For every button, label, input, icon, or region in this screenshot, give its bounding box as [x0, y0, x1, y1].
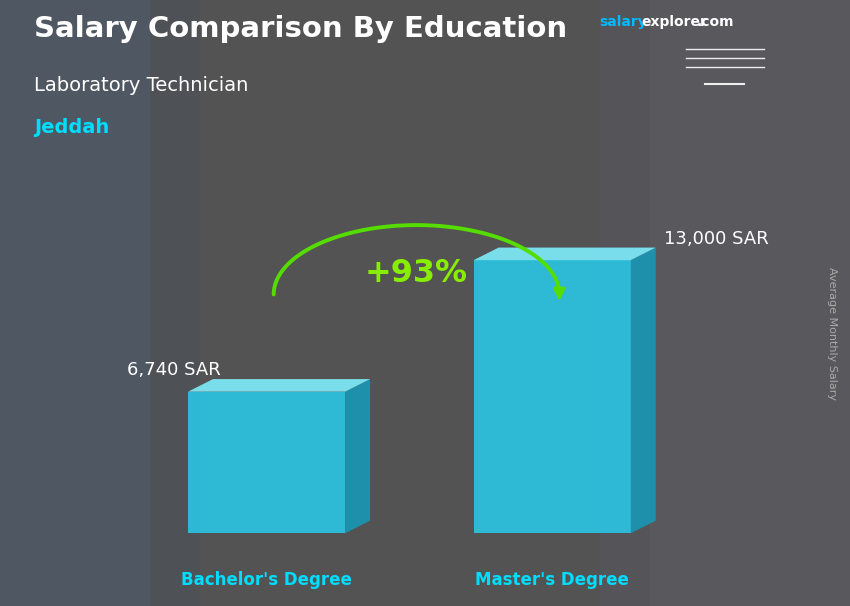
Text: 13,000 SAR: 13,000 SAR	[664, 230, 768, 248]
Polygon shape	[473, 260, 631, 533]
Text: Bachelor's Degree: Bachelor's Degree	[181, 571, 352, 589]
Text: salary: salary	[599, 15, 647, 29]
Text: Master's Degree: Master's Degree	[475, 571, 629, 589]
Polygon shape	[188, 379, 370, 391]
Text: Laboratory Technician: Laboratory Technician	[34, 76, 248, 95]
Bar	[600, 0, 850, 606]
Polygon shape	[473, 248, 655, 260]
Bar	[0, 0, 200, 606]
Text: explorer: explorer	[642, 15, 707, 29]
Bar	[150, 0, 650, 606]
Polygon shape	[188, 391, 345, 533]
Text: +93%: +93%	[365, 258, 468, 289]
Polygon shape	[631, 248, 655, 533]
Text: Average Monthly Salary: Average Monthly Salary	[827, 267, 837, 400]
Text: Salary Comparison By Education: Salary Comparison By Education	[34, 15, 567, 43]
Text: Jeddah: Jeddah	[34, 118, 110, 137]
Text: .com: .com	[697, 15, 734, 29]
Polygon shape	[345, 379, 370, 533]
Text: 6,740 SAR: 6,740 SAR	[127, 361, 221, 379]
